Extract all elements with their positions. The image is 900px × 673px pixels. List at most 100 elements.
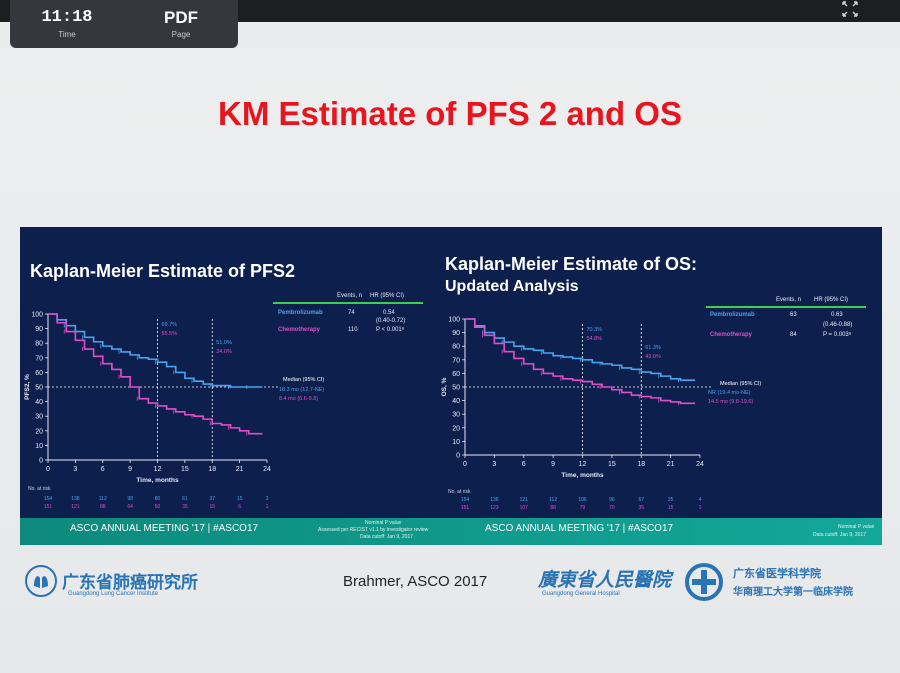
os-risk-pembro: 67	[638, 497, 644, 503]
os-x-tick-label: 21	[667, 461, 675, 468]
hospital-logo-icon	[685, 563, 723, 601]
os-legend-hr: 0.63	[831, 312, 843, 318]
os-legend-pembro-events: 63	[790, 312, 797, 318]
os-x-tick-label: 6	[522, 461, 526, 468]
pfs2-risk-pembro: 98	[127, 496, 133, 502]
os-median-header: Median (95% CI)	[720, 381, 762, 387]
pfs2-x-tick-label: 15	[181, 466, 189, 473]
os-x-tick-label: 15	[608, 461, 616, 468]
os-y-axis-label: OS, %	[441, 377, 448, 396]
footer-bar: ASCO ANNUAL MEETING '17 | #ASCO17 Nomina…	[20, 518, 882, 545]
pfs2-risk-chemo: 64	[127, 504, 133, 510]
pfs2-pembro-curve	[48, 313, 263, 388]
os-risk-chemo: 79	[580, 505, 586, 511]
pfs2-plot: 0 10 20 30 40 50 60 70 80 90 100 0 3 6 9 12 15 18 21 24 Time…	[24, 312, 279, 510]
pfs2-y-tick-label: 30	[35, 414, 43, 421]
os-pembro-curve	[465, 318, 696, 381]
pfs2-legend-pembro: Pembrolizumab	[278, 310, 323, 316]
pfs2-x-tick-label: 9	[128, 466, 132, 473]
lung-institute-logo-icon	[25, 565, 57, 597]
pfs2-x-tick-label: 12	[154, 466, 162, 473]
pfs2-landmark-label: 69.7%	[162, 322, 178, 328]
page-indicator[interactable]: PDF Page	[124, 0, 238, 48]
os-y-tick-label: 40	[452, 398, 460, 405]
lung-institute-subtitle: Guangdong Lung Cancer Institute	[68, 591, 159, 597]
pfs2-risk-pembro: 15	[237, 496, 243, 502]
pfs2-chemo-curve	[48, 313, 263, 435]
os-y-tick-label: 70	[452, 357, 460, 364]
os-risk-chemo: 1	[699, 505, 702, 511]
pfs2-landmark-label: 55.5%	[162, 331, 178, 337]
os-x-axis-label: Time, months	[561, 472, 604, 479]
os-y-tick-label: 0	[456, 453, 460, 460]
slide-title: KM Estimate of PFS 2 and OS	[218, 95, 682, 132]
pfs2-legend-pembro-events: 74	[348, 310, 355, 316]
pfs2-legend-events-header: Events, n	[337, 293, 363, 299]
os-y-tick-label: 30	[452, 412, 460, 419]
os-risk-chemo: 35	[638, 505, 644, 511]
os-risk-chemo: 15	[668, 505, 674, 511]
os-x-tick-label: 0	[463, 461, 467, 468]
os-risk-pembro: 25	[668, 497, 674, 503]
os-x-tick-label: 24	[696, 461, 704, 468]
os-landmark-label: 70.3%	[587, 327, 603, 333]
os-risk-chemo: 123	[490, 505, 499, 511]
os-legend-events-header: Events, n	[776, 297, 802, 303]
hospital-name: 廣東省人民醫院	[538, 569, 672, 591]
os-risk-chemo: 70	[609, 505, 615, 511]
pfs2-legend-p: P < 0.001ᵃ	[376, 327, 404, 333]
pfs2-risk-chemo: 88	[100, 504, 106, 510]
os-risk-chemo: 88	[550, 505, 556, 511]
pfs2-median-header: Median (95% CI)	[283, 377, 325, 383]
pfs2-risk-chemo: 1	[266, 504, 269, 510]
pfs2-y-tick-label: 80	[35, 341, 43, 348]
pfs2-risk-pembro: 61	[182, 496, 188, 502]
pfs2-landmark-label: 34.0%	[216, 349, 232, 355]
footnote-left-3: Data cutoff: Jan 9, 2017	[360, 534, 414, 540]
time-label: Time	[58, 30, 76, 39]
pfs2-x-tick-label: 3	[73, 466, 77, 473]
os-median-pembro: NR (19.4 mo-NE)	[708, 390, 751, 396]
pfs2-risk-chemo: 151	[44, 504, 53, 510]
pfs2-median-pembro: 18.3 mo (12.7-NE)	[279, 387, 325, 393]
os-legend-chemo: Chemotherapy	[710, 332, 753, 338]
os-median-chemo: 14.5 mo (9.8-19.6)	[708, 399, 754, 405]
pfs2-x-tick-label: 21	[236, 466, 244, 473]
viewer-hud: 11:18 Time PDF Page	[10, 0, 238, 48]
os-chart-title-line1: Kaplan-Meier Estimate of OS:	[445, 254, 698, 274]
pfs2-legend-chemo: Chemotherapy	[278, 327, 321, 333]
os-risk-pembro: 106	[578, 497, 587, 503]
pfs2-y-axis-label: PFS2, %	[24, 374, 31, 400]
pfs2-risk-pembro: 37	[209, 496, 215, 502]
hospital-subtitle: Guangdong General Hospital	[542, 591, 620, 597]
page-value: PDF	[164, 8, 198, 27]
chart-panel: Kaplan-Meier Estimate of PFS2 Events, n …	[20, 227, 882, 545]
pfs2-risk-pembro: 154	[44, 496, 53, 502]
os-landmark-label: 43.0%	[645, 354, 661, 360]
pfs2-risk-chemo: 121	[71, 504, 80, 510]
os-y-tick-label: 60	[452, 371, 460, 378]
pfs2-risk-chemo: 50	[155, 504, 161, 510]
os-y-tick-label: 90	[452, 330, 460, 337]
os-x-tick-label: 9	[551, 461, 555, 468]
pfs2-y-tick-label: 20	[35, 428, 43, 435]
pfs2-legend-hr: 0.54	[383, 310, 395, 316]
fullscreen-icon[interactable]	[840, 0, 860, 18]
time-value: 11:18	[41, 8, 93, 27]
os-risk-pembro: 136	[490, 497, 499, 503]
pfs2-risk-chemo: 15	[209, 504, 215, 510]
pfs2-risk-chemo: 6	[238, 504, 241, 510]
academy-name: 广东省医学科学院	[733, 567, 821, 580]
os-legend-hr-header: HR (95% CI)	[814, 297, 849, 303]
citation: Brahmer, ASCO 2017	[343, 573, 488, 590]
pfs2-legend-rule	[273, 302, 423, 304]
time-indicator: 11:18 Time	[10, 0, 124, 48]
footnote-right-1: Nominal P value	[838, 524, 875, 530]
asco-banner-right: ASCO ANNUAL MEETING '17 | #ASCO17	[485, 523, 674, 534]
os-x-tick-label: 18	[637, 461, 645, 468]
left-logo: 广东省肺癌研究所 Guangdong Lung Cancer Institute	[24, 564, 234, 600]
os-legend-pembro: Pembrolizumab	[710, 312, 755, 318]
os-landmark-label: 54.8%	[587, 336, 603, 342]
pfs2-y-tick-label: 0	[39, 458, 43, 465]
footnote-left-2: Assessed per RECIST v1.1 by investigator…	[318, 527, 429, 533]
